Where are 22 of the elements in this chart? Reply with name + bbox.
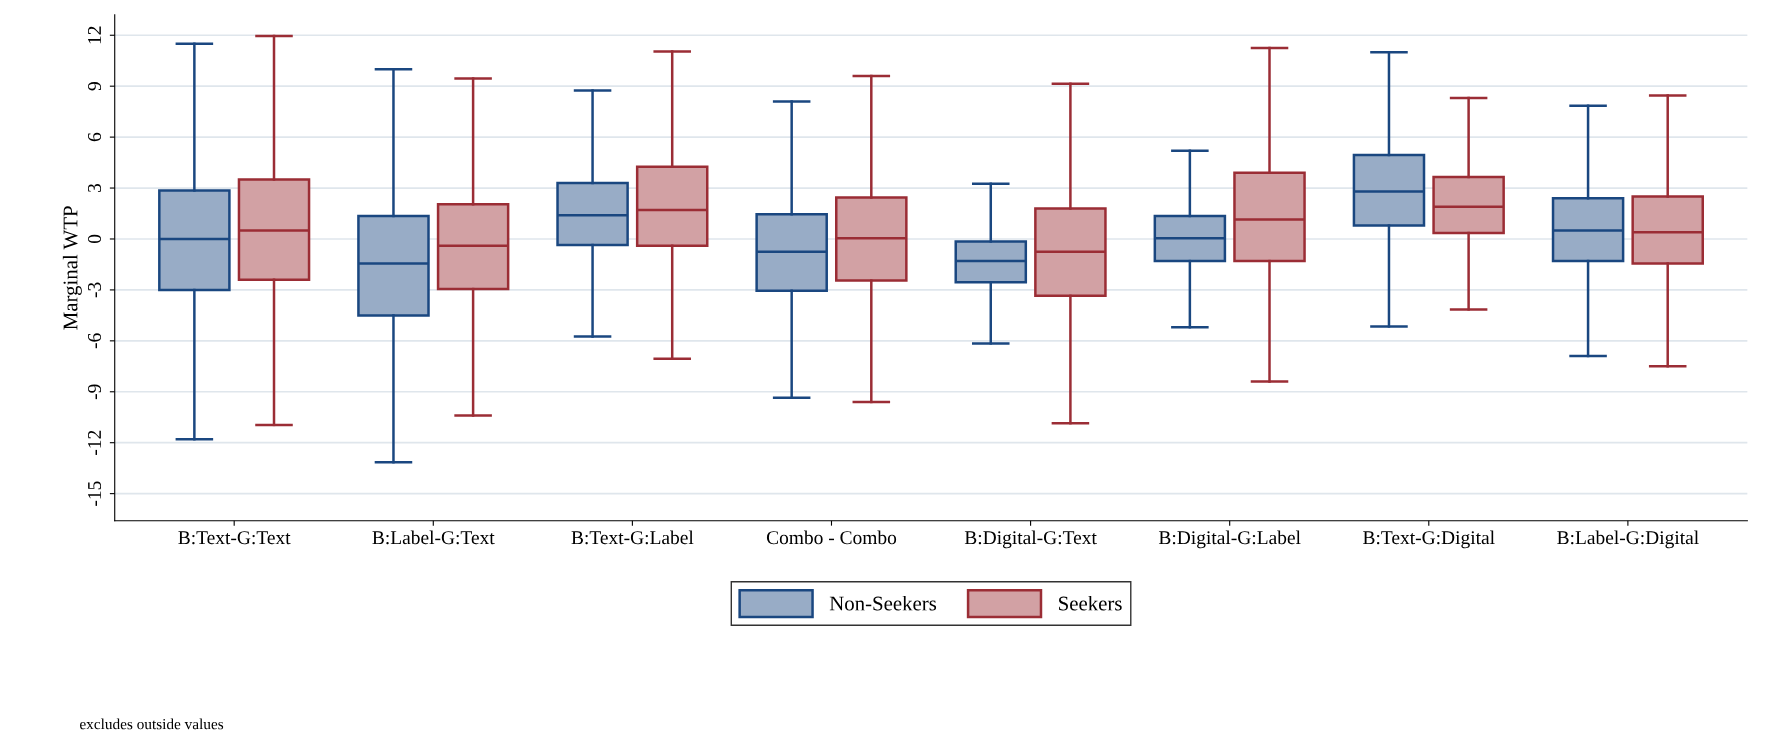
x-tick-label: Combo - Combo — [766, 530, 897, 545]
y-tick-label: -9 — [87, 384, 102, 400]
x-tick-label: B:Digital-G:Text — [964, 530, 1097, 549]
y-tick-label: -3 — [87, 282, 102, 298]
legend-label: Non-Seekers — [829, 595, 937, 611]
x-tick-label: B:Label-G:Text — [372, 530, 495, 545]
y-tick-label: 12 — [87, 26, 101, 44]
x-tick-label: B:Text-G:Digital — [1363, 530, 1495, 549]
x-tick-label: B:Text-G:Text — [178, 531, 291, 545]
y-tick-label: 0 — [87, 234, 102, 244]
x-tick-label: B:Label-G:Digital — [1557, 530, 1699, 549]
x-tick-label: B:Digital-G:Label — [1158, 530, 1301, 549]
y-tick-label: 9 — [87, 82, 102, 91]
y-tick-label: -6 — [87, 333, 102, 349]
y-tick-label: 3 — [87, 183, 102, 192]
text: excludes outside values — [80, 718, 224, 730]
y-tick-label: 6 — [87, 132, 102, 142]
y-tick-label: -15 — [88, 481, 102, 506]
y-axis-title: Marginal WTP — [62, 206, 82, 330]
x-tick-label: B:Text-G:Label — [571, 530, 694, 545]
legend-label: Seekers — [1059, 595, 1122, 611]
y-tick-label: -12 — [87, 430, 101, 455]
